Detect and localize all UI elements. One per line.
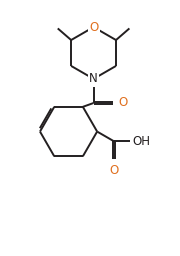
Text: OH: OH	[132, 135, 150, 148]
Text: O: O	[89, 20, 98, 34]
Text: O: O	[110, 164, 119, 177]
Text: N: N	[89, 72, 98, 86]
Text: O: O	[118, 97, 127, 110]
